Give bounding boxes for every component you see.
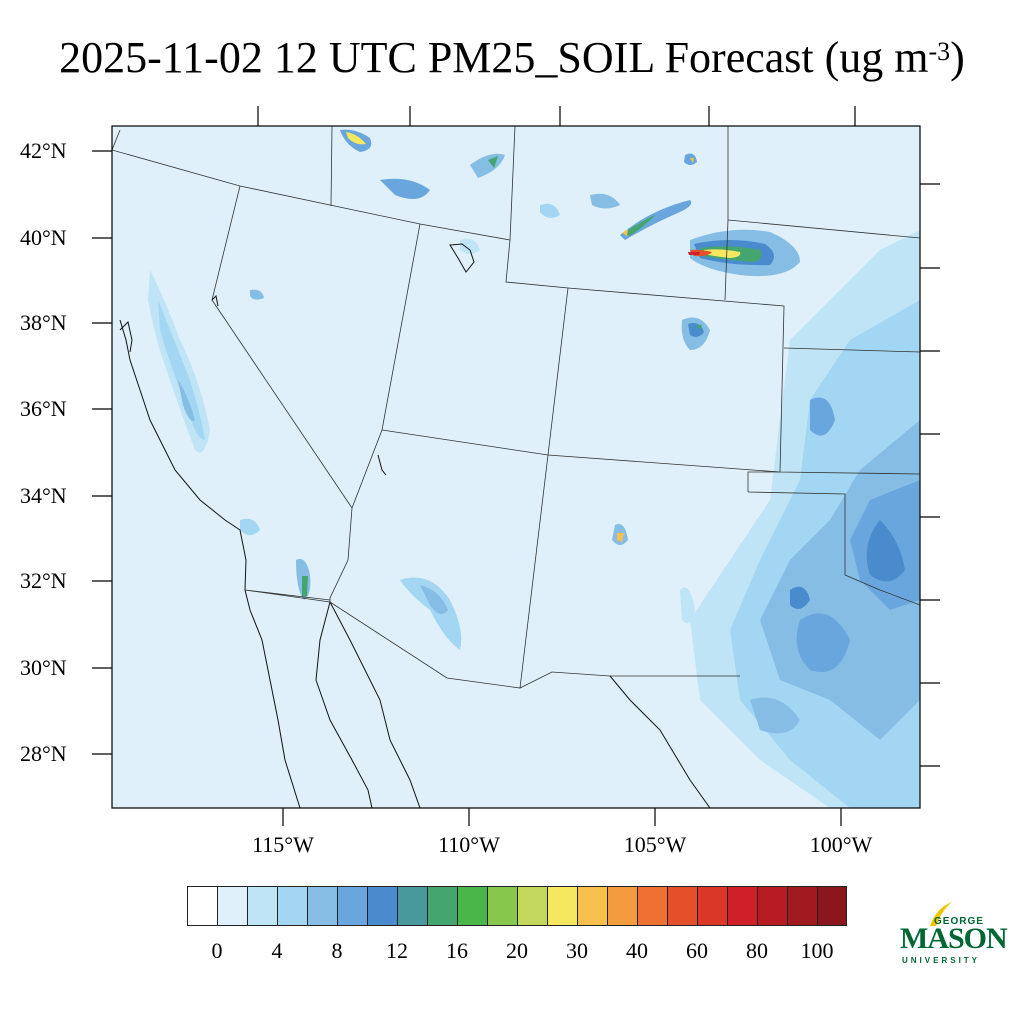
lon-label-115w: 115°W bbox=[252, 832, 314, 857]
lat-label-32n: 32°N bbox=[20, 568, 67, 593]
colorbar-swatch bbox=[757, 886, 787, 926]
colorbar-label: 20 bbox=[506, 938, 528, 963]
concentration-fields bbox=[148, 129, 920, 808]
colorbar-swatch bbox=[247, 886, 277, 926]
colorbar-swatch bbox=[187, 886, 217, 926]
colorbar-swatch bbox=[367, 886, 397, 926]
lon-label-110w: 110°W bbox=[438, 832, 500, 857]
map-content bbox=[112, 126, 920, 808]
colorbar-swatch bbox=[547, 886, 577, 926]
colorbar-label: 80 bbox=[746, 938, 768, 963]
axis-ticks bbox=[92, 106, 940, 826]
colorbar-swatch bbox=[637, 886, 667, 926]
lon-label-105w: 105°W bbox=[623, 832, 687, 857]
colorbar-swatch bbox=[487, 886, 517, 926]
coastline bbox=[119, 243, 711, 808]
colorbar-label: 40 bbox=[626, 938, 648, 963]
lat-label-38n: 38°N bbox=[20, 310, 67, 335]
colorbar-swatch bbox=[577, 886, 607, 926]
colorbar-swatch bbox=[397, 886, 427, 926]
lat-label-40n: 40°N bbox=[20, 225, 67, 250]
colorbar-label: 60 bbox=[686, 938, 708, 963]
colorbar-label: 4 bbox=[271, 938, 283, 963]
colorbar-swatch bbox=[337, 886, 367, 926]
title-text: 2025-11-02 12 UTC PM25_SOIL Forecast (ug… bbox=[59, 33, 929, 82]
colorbar-swatch bbox=[607, 886, 637, 926]
colorbar-swatch bbox=[667, 886, 697, 926]
logo-swoosh-icon bbox=[930, 902, 952, 926]
colorbar-swatch bbox=[427, 886, 457, 926]
lon-label-100w: 100°W bbox=[809, 832, 873, 857]
lat-label-36n: 36°N bbox=[20, 396, 67, 421]
logo-mason: MASON bbox=[900, 922, 1008, 955]
lat-label-34n: 34°N bbox=[20, 483, 67, 508]
colorbar-label: 0 bbox=[211, 938, 223, 963]
colorbar-label: 8 bbox=[331, 938, 343, 963]
logo-george: GEORGE bbox=[934, 916, 984, 927]
map-frame bbox=[111, 125, 921, 809]
colorbar-swatch bbox=[817, 886, 847, 926]
colorbar-swatch bbox=[277, 886, 307, 926]
lat-label-30n: 30°N bbox=[20, 655, 67, 680]
lat-label-28n: 28°N bbox=[20, 741, 67, 766]
logo-university: UNIVERSITY bbox=[902, 956, 981, 965]
title-superscript: -3 bbox=[928, 37, 951, 66]
colorbar-swatch bbox=[307, 886, 337, 926]
title-closing: ) bbox=[950, 33, 965, 82]
colorbar-swatch bbox=[697, 886, 727, 926]
colorbar-swatch bbox=[727, 886, 757, 926]
colorbar-swatch bbox=[787, 886, 817, 926]
colorbar-swatch bbox=[457, 886, 487, 926]
colorbar-swatch bbox=[517, 886, 547, 926]
colorbar-swatch bbox=[217, 886, 247, 926]
page-title: 2025-11-02 12 UTC PM25_SOIL Forecast (ug… bbox=[0, 30, 1024, 86]
colorbar-label: 12 bbox=[386, 938, 408, 963]
colorbar-label: 30 bbox=[566, 938, 588, 963]
gmu-logo: GEORGE MASON UNIVERSITY bbox=[896, 896, 1008, 968]
colorbar-label: 100 bbox=[800, 938, 834, 963]
lat-label-42n: 42°N bbox=[20, 138, 67, 163]
colorbar-label: 16 bbox=[446, 938, 468, 963]
